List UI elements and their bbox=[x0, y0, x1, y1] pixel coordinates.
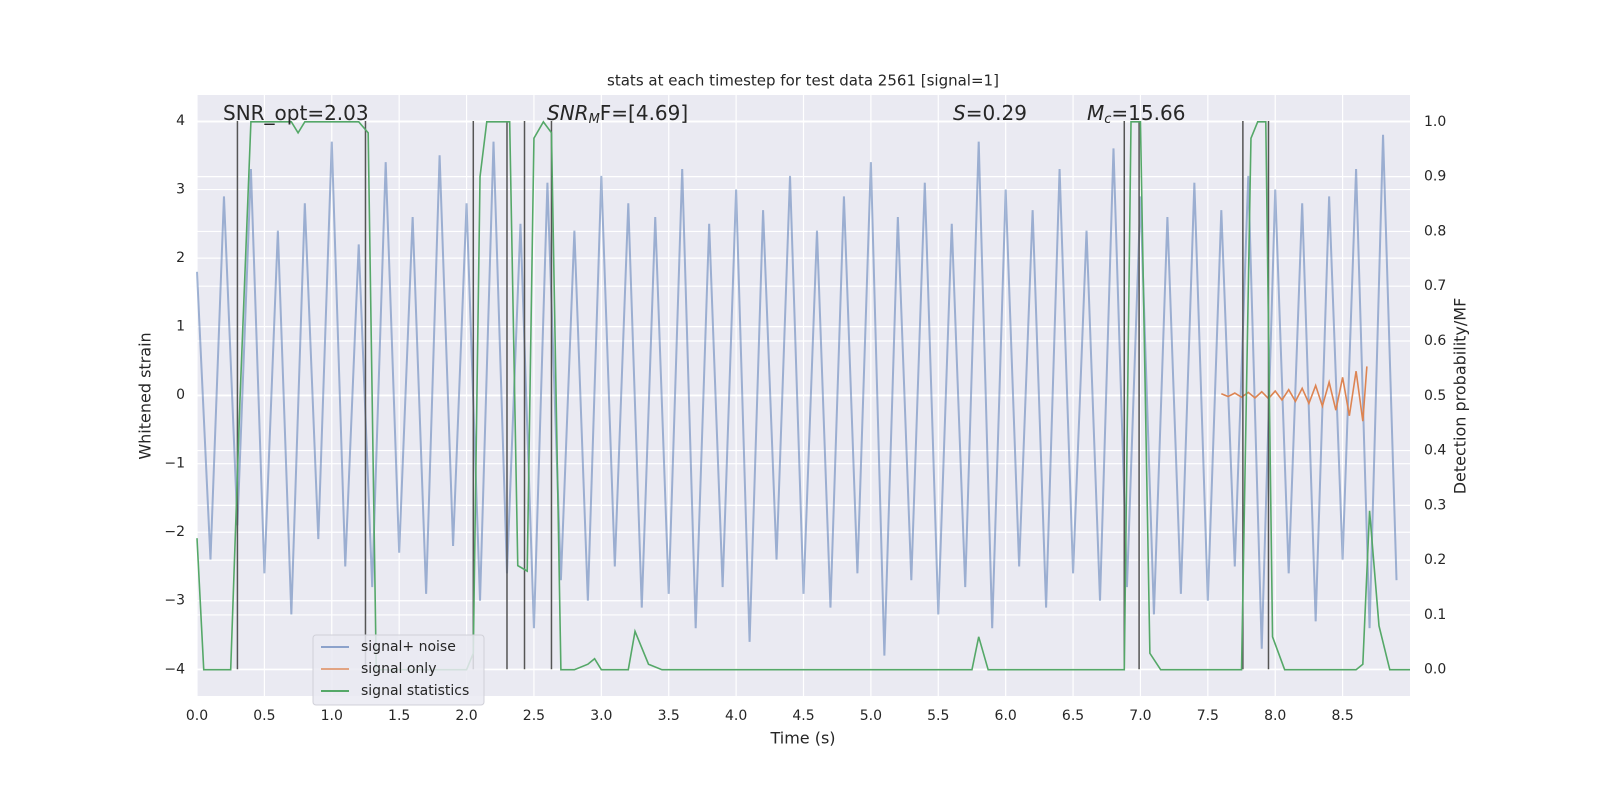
x-tick-label: 2.0 bbox=[455, 708, 477, 724]
x-tick-label: 1.0 bbox=[321, 708, 343, 724]
x-tick-label: 4.0 bbox=[725, 708, 747, 724]
annotation-text: =15.66 bbox=[1111, 101, 1185, 125]
annotation-text: M bbox=[1087, 101, 1104, 125]
y2-tick-label: 0.1 bbox=[1424, 607, 1446, 623]
y-tick-label: 1 bbox=[176, 319, 185, 335]
x-tick-label: 5.5 bbox=[927, 708, 949, 724]
y-tick-label: 2 bbox=[176, 250, 185, 266]
annotation-text: S bbox=[953, 101, 966, 125]
annotation-subscript: c bbox=[1104, 112, 1111, 127]
y2-tick-label: 0.6 bbox=[1424, 333, 1446, 349]
x-tick-label: 1.5 bbox=[388, 708, 410, 724]
y2-tick-label: 0.0 bbox=[1424, 662, 1446, 678]
legend-label: signal+ noise bbox=[361, 639, 456, 655]
annotation-subscript: M bbox=[589, 112, 600, 127]
y2-tick-label: 0.5 bbox=[1424, 388, 1446, 404]
x-tick-label: 7.0 bbox=[1129, 708, 1151, 724]
legend-label: signal statistics bbox=[361, 683, 469, 699]
series-line bbox=[196, 120, 1410, 671]
y2-tick-label: 0.2 bbox=[1424, 552, 1446, 568]
annotation: S=0.29 bbox=[953, 101, 1027, 125]
x-tick-label: 0.5 bbox=[253, 708, 275, 724]
y-tick-label: 3 bbox=[176, 182, 185, 198]
x-tick-label: 8.0 bbox=[1264, 708, 1286, 724]
legend-label: signal only bbox=[361, 661, 436, 677]
x-tick-label: 6.0 bbox=[995, 708, 1017, 724]
y-tick-label: 4 bbox=[176, 113, 185, 129]
y2-tick-label: 0.9 bbox=[1424, 169, 1446, 185]
x-tick-label: 7.5 bbox=[1197, 708, 1219, 724]
annotation-text: SNR_opt=2.03 bbox=[223, 101, 369, 125]
y-tick-label: 0 bbox=[176, 387, 185, 403]
annotation-text: =0.29 bbox=[966, 101, 1027, 125]
annotation: Mc=15.66 bbox=[1087, 101, 1185, 127]
x-tick-label: 4.5 bbox=[792, 708, 814, 724]
annotation: SNRMF=[4.69] bbox=[547, 101, 688, 127]
y-tick-label: −4 bbox=[164, 661, 185, 677]
y-tick-label: −3 bbox=[164, 593, 185, 609]
annotation: SNR_opt=2.03 bbox=[223, 101, 369, 125]
y2-tick-label: 0.4 bbox=[1424, 443, 1446, 459]
x-tick-label: 3.0 bbox=[590, 708, 612, 724]
x-tick-label: 5.0 bbox=[860, 708, 882, 724]
y-axis-label: Whitened strain bbox=[136, 332, 155, 459]
annotation-text: F=[4.69] bbox=[600, 101, 688, 125]
y2-tick-label: 1.0 bbox=[1424, 114, 1446, 130]
legend-box bbox=[312, 634, 485, 706]
x-tick-label: 6.5 bbox=[1062, 708, 1084, 724]
x-tick-label: 0.0 bbox=[186, 708, 208, 724]
x-tick-label: 2.5 bbox=[523, 708, 545, 724]
x-tick-label: 8.5 bbox=[1331, 708, 1353, 724]
y2-tick-label: 0.7 bbox=[1424, 278, 1446, 294]
y-tick-label: −1 bbox=[164, 456, 185, 472]
annotation-text: SNR bbox=[547, 101, 589, 125]
y-tick-label: −2 bbox=[164, 524, 185, 540]
y2-axis-label: Detection probability/MF bbox=[1451, 298, 1470, 495]
y2-tick-label: 0.3 bbox=[1424, 497, 1446, 513]
x-tick-label: 3.5 bbox=[658, 708, 680, 724]
chart-title: stats at each timestep for test data 256… bbox=[607, 72, 999, 90]
series-line bbox=[196, 134, 1398, 656]
y2-tick-label: 0.8 bbox=[1424, 223, 1446, 239]
x-axis-label: Time (s) bbox=[769, 729, 835, 748]
